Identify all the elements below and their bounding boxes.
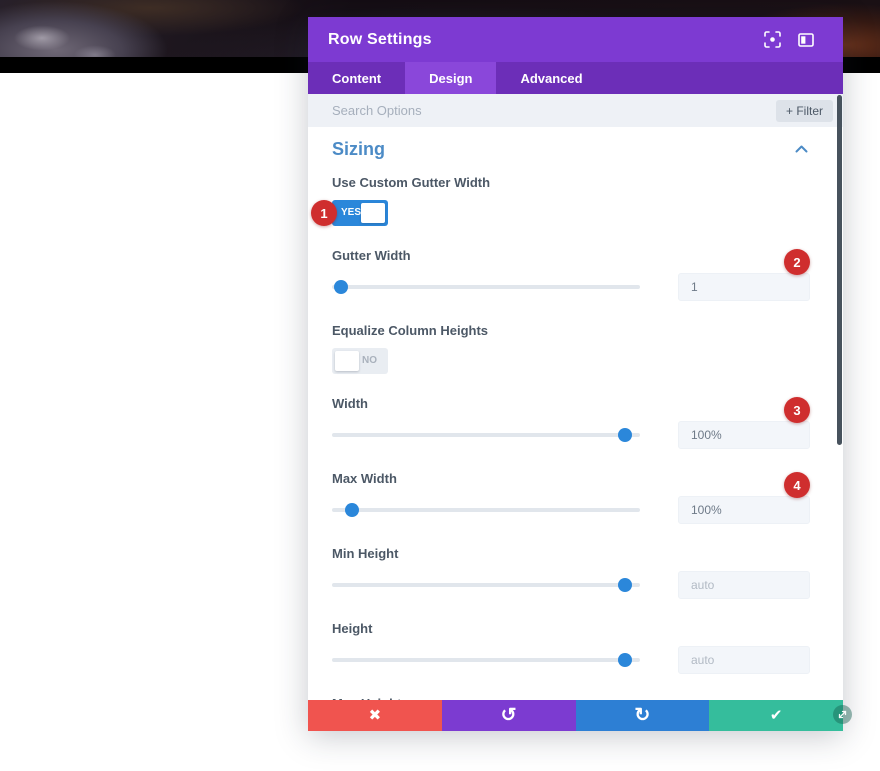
step-badge-2: 2 [784, 249, 810, 275]
undo-button[interactable]: ↺ [441, 700, 576, 731]
field-label: Use Custom Gutter Width [332, 175, 491, 190]
slider-track [332, 285, 640, 289]
slider-knob[interactable] [617, 578, 632, 592]
gutter-width-input[interactable] [678, 273, 810, 301]
search-input[interactable] [332, 103, 776, 118]
height-row [332, 646, 810, 674]
redo-button[interactable]: ↻ [575, 700, 710, 731]
height-slider[interactable] [332, 646, 640, 674]
width-slider[interactable] [332, 421, 640, 449]
width-row: 3 [332, 397, 810, 449]
equalize-column-heights-toggle[interactable]: NO [332, 348, 388, 374]
slider-track [332, 508, 640, 512]
slider-knob[interactable] [345, 503, 360, 517]
field-label: Equalize Column Heights [332, 323, 489, 338]
slider-knob[interactable] [334, 280, 348, 294]
field-max-width: Max Width 4 [332, 471, 810, 524]
check-icon: ✔ [769, 707, 783, 724]
toggle-knob [361, 203, 385, 223]
use-custom-gutter-width-toggle[interactable]: YES 1 [311, 200, 388, 226]
redo-icon: ↻ [634, 705, 651, 726]
tabbar: Content Design Advanced [308, 62, 843, 94]
field-label: Gutter Width [332, 248, 411, 263]
slider-knob[interactable] [617, 653, 632, 667]
modal-footer: ✖ ↺ ↻ ✔ [308, 700, 843, 731]
discard-button[interactable]: ✖ [308, 700, 442, 731]
min-height-row [332, 571, 810, 599]
height-input[interactable] [678, 646, 810, 674]
layout-panel-icon[interactable] [789, 26, 823, 54]
step-badge-1: 1 [311, 200, 337, 226]
close-icon: ✖ [368, 707, 382, 724]
field-gutter-width: Gutter Width 2 [332, 248, 810, 301]
filter-button[interactable]: + Filter [775, 99, 833, 122]
field-label: Max Width [332, 471, 397, 486]
step-badge-3: 3 [784, 397, 810, 423]
field-max-height: Max Height [332, 696, 810, 700]
max-width-slider[interactable] [332, 496, 640, 524]
tab-advanced[interactable]: Advanced [520, 70, 583, 86]
undo-icon: ↺ [500, 705, 517, 726]
field-label: Max Height [332, 696, 810, 700]
field-label: Width [332, 396, 368, 411]
gutter-width-row: 2 [332, 249, 810, 301]
max-width-input[interactable] [678, 496, 810, 524]
row-settings-modal: Row Settings Content Design Advanced [308, 17, 852, 731]
modal-header: Row Settings [308, 17, 843, 62]
expand-preview-icon[interactable] [755, 26, 789, 54]
toggle-knob [335, 351, 359, 371]
field-equalize-column-heights: Equalize Column Heights NO [332, 323, 810, 374]
field-label: Min Height [332, 546, 399, 561]
sizing-section-header: Sizing [332, 137, 810, 161]
toggle-state-label: NO [362, 355, 377, 366]
field-min-height: Min Height [332, 546, 810, 599]
tab-design[interactable]: Design [405, 62, 497, 94]
modal-body: Sizing Use Custom Gutter Width YES 1 Gut… [308, 127, 843, 700]
modal-title: Row Settings [328, 30, 432, 48]
toggle-state-label: YES [341, 207, 362, 218]
field-height: Height [332, 621, 810, 674]
gutter-width-slider[interactable] [332, 273, 640, 301]
slider-track [332, 433, 640, 437]
field-label: Height [332, 621, 373, 636]
resize-handle-icon[interactable] [833, 705, 852, 724]
save-button[interactable]: ✔ [709, 700, 843, 731]
min-height-input[interactable] [678, 571, 810, 599]
max-width-row: 4 [332, 472, 810, 524]
width-input[interactable] [678, 421, 810, 449]
slider-track [332, 583, 640, 587]
step-badge-4: 4 [784, 472, 810, 498]
search-options-bar: + Filter [308, 94, 843, 127]
modal-scrollbar-thumb[interactable] [837, 95, 842, 445]
chevron-up-icon[interactable] [793, 143, 810, 155]
section-title: Sizing [332, 139, 385, 159]
slider-track [332, 658, 640, 662]
field-use-custom-gutter-width: Use Custom Gutter Width YES 1 [311, 175, 810, 226]
slider-knob[interactable] [617, 428, 632, 442]
field-width: Width 3 [332, 396, 810, 449]
min-height-slider[interactable] [332, 571, 640, 599]
tab-content[interactable]: Content [332, 70, 382, 86]
